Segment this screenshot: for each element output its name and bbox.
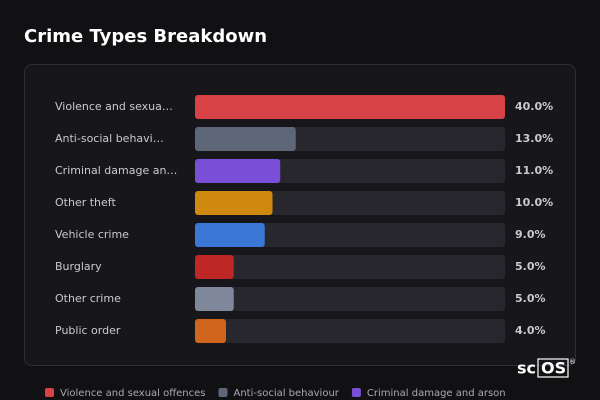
legend-swatch <box>218 388 228 397</box>
bar <box>195 255 234 279</box>
bar <box>195 127 296 151</box>
category-label: Violence and sexua… <box>55 100 173 113</box>
bar <box>195 95 505 119</box>
watermark: sc OS ® <box>517 358 576 378</box>
value-label: 9.0% <box>515 228 546 241</box>
value-label: 40.0% <box>515 100 553 113</box>
category-label: Burglary <box>55 260 102 273</box>
watermark-text: OS <box>541 359 566 378</box>
watermark-prefix: sc <box>517 359 536 378</box>
bar-track <box>195 319 505 343</box>
watermark-box <box>537 358 569 378</box>
bar-track <box>195 255 505 279</box>
category-label: Criminal damage an… <box>55 164 177 177</box>
legend-swatch <box>351 388 361 397</box>
category-label: Vehicle crime <box>55 228 129 241</box>
chart-title: Crime Types Breakdown <box>24 26 267 47</box>
value-label: 10.0% <box>515 196 553 209</box>
value-label: 4.0% <box>515 324 546 337</box>
category-label: Other crime <box>55 292 121 305</box>
value-label: 13.0% <box>515 132 553 145</box>
bar <box>195 287 234 311</box>
category-label: Public order <box>55 324 121 337</box>
legend-label: Violence and sexual offences <box>60 388 206 399</box>
legend-label: Anti-social behaviour <box>234 388 340 399</box>
value-label: 5.0% <box>515 260 546 273</box>
bar <box>195 319 226 343</box>
legend-swatch <box>45 388 54 397</box>
value-label: 5.0% <box>515 292 546 305</box>
bar-track <box>195 287 505 311</box>
bar <box>195 159 281 183</box>
value-label: 11.0% <box>515 164 553 177</box>
bar <box>195 223 265 247</box>
watermark-mark: ® <box>569 358 576 366</box>
legend-label: Criminal damage and arson <box>367 388 506 399</box>
category-label: Anti-social behavi… <box>55 132 164 145</box>
category-label: Other theft <box>55 196 116 209</box>
bar <box>195 191 273 215</box>
bar-track <box>195 223 505 247</box>
